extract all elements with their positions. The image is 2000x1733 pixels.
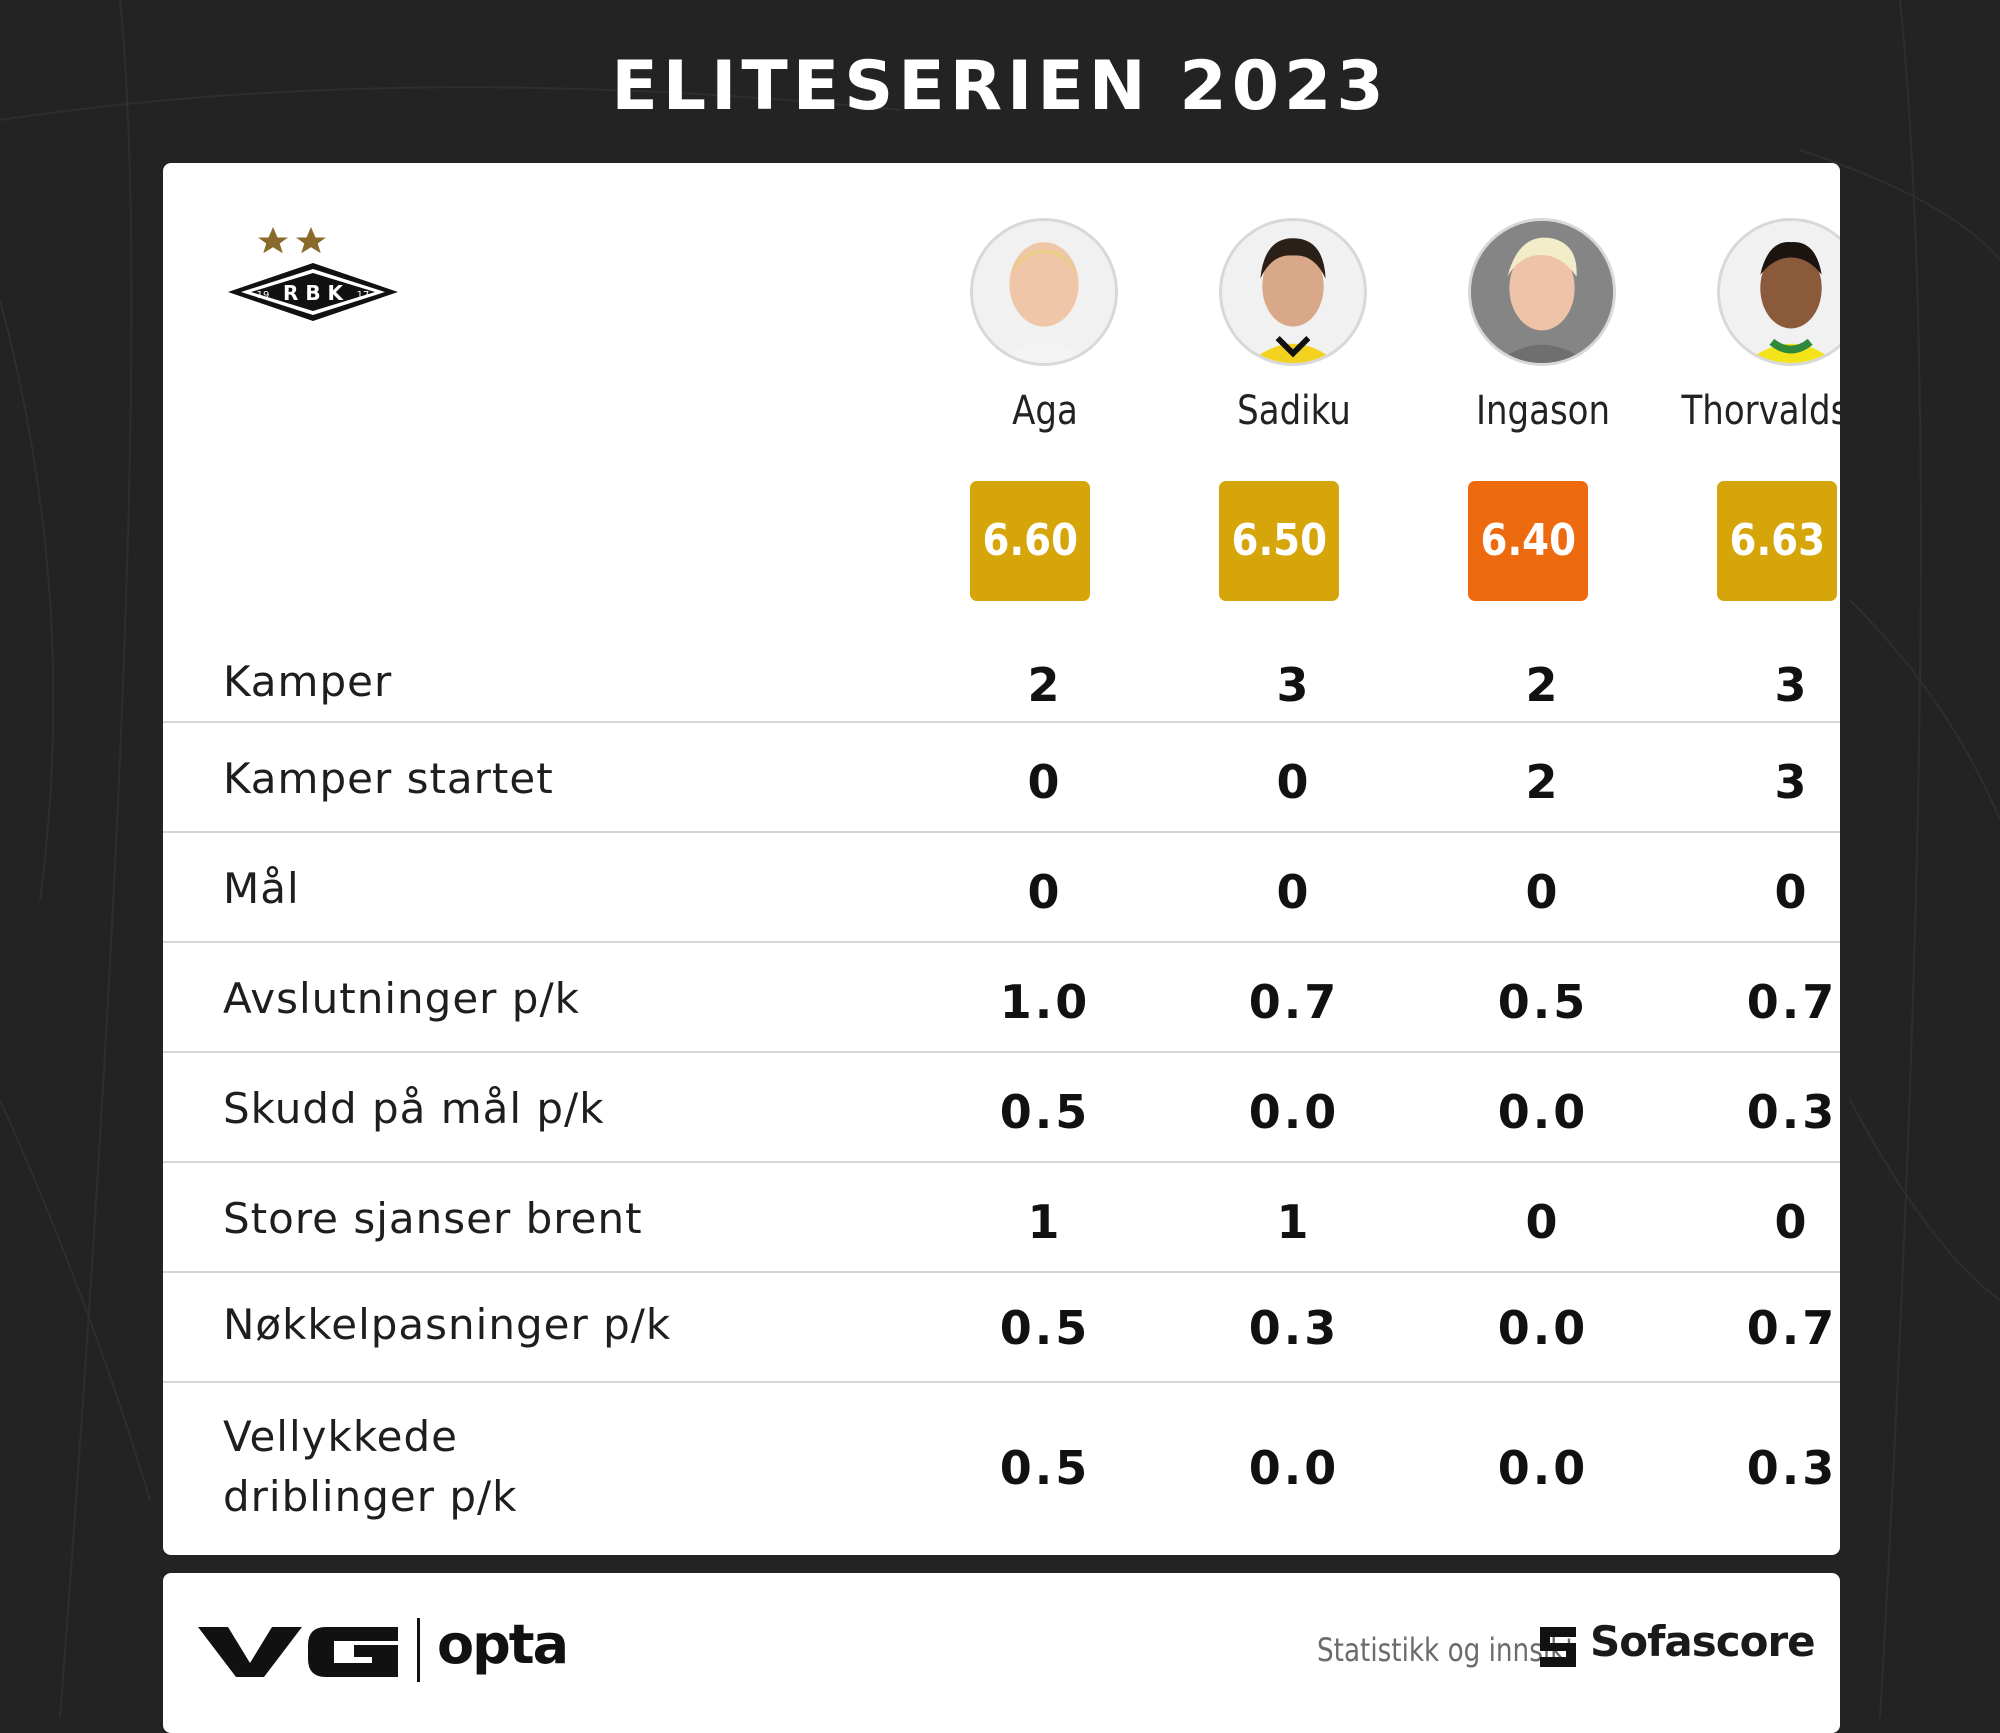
club-logo-text: R B K <box>283 281 345 305</box>
player-name: Sadiku <box>1237 388 1351 434</box>
stat-value-aga: 0 <box>1027 865 1063 919</box>
stat-value-aga: 0 <box>1027 755 1063 809</box>
rating-badge: 6.40 <box>1468 481 1588 601</box>
stat-row-avslutninger: Avslutninger p/k 1.0 0.7 0.5 0.7 <box>163 943 1840 1053</box>
avatar <box>1717 218 1840 366</box>
avatar <box>970 218 1118 366</box>
stat-label: Kamper startet <box>223 754 554 803</box>
statistics-caption: Statistikk og innsikt <box>1317 1631 1576 1669</box>
stat-value-aga: 0.5 <box>999 1301 1091 1355</box>
player-column-ingason[interactable]: Ingason 6.40 <box>1443 218 1643 601</box>
vg-logo-text: VG <box>198 1623 200 1624</box>
stat-value-ingason: 0.0 <box>1497 1301 1589 1355</box>
player-photo <box>973 221 1115 363</box>
player-name: Aga <box>1012 388 1078 434</box>
stat-row-kamper: Kamper 2 3 2 3 <box>163 650 1840 723</box>
sofascore-logo-text: Sofascore <box>1590 1617 1816 1666</box>
club-year-right: 17 <box>357 290 370 301</box>
stat-row-maal: Mål 0 0 0 0 <box>163 833 1840 943</box>
stat-row-kamper-startet: Kamper startet 0 0 2 3 <box>163 723 1840 833</box>
stat-value-sadiku: 0 <box>1276 865 1312 919</box>
rating-badge: 6.63 <box>1717 481 1837 601</box>
player-name: Thorvaldsson <box>1681 388 1841 434</box>
stat-value-ingason: 0.5 <box>1497 975 1589 1029</box>
stat-value-thorvaldsson: 3 <box>1774 755 1810 809</box>
avatar <box>1468 218 1616 366</box>
sofascore-icon <box>1540 1627 1576 1667</box>
stat-value-sadiku: 0.7 <box>1248 975 1340 1029</box>
player-name: Ingason <box>1475 388 1611 434</box>
vg-logo: VG <box>198 1623 398 1677</box>
stat-value-aga: 1.0 <box>999 975 1091 1029</box>
stat-row-store-sjanser: Store sjanser brent 1 1 0 0 <box>163 1163 1840 1273</box>
stat-value-thorvaldsson: 0.3 <box>1746 1441 1838 1495</box>
rating-badge: 6.60 <box>970 481 1090 601</box>
stat-value-aga: 2 <box>1027 658 1063 712</box>
stats-card: R B K 19 17 Aga 6.60 Sadiku 6. <box>163 163 1840 1555</box>
footer-bar: VG opta Statistikk og innsikt Sofascore <box>163 1573 1840 1733</box>
opta-logo: opta <box>437 1613 569 1676</box>
stat-value-sadiku: 0.0 <box>1248 1441 1340 1495</box>
stat-label: Mål <box>223 864 300 913</box>
stat-value-ingason: 0.0 <box>1497 1085 1589 1139</box>
stat-value-thorvaldsson: 0.7 <box>1746 975 1838 1029</box>
stat-value-ingason: 0 <box>1525 865 1561 919</box>
stat-value-ingason: 0 <box>1525 1195 1561 1249</box>
stat-value-thorvaldsson: 0 <box>1774 865 1810 919</box>
stat-value-thorvaldsson: 3 <box>1774 658 1810 712</box>
stat-label-line1: Vellykkede <box>223 1412 458 1461</box>
avatar <box>1219 218 1367 366</box>
player-photo <box>1471 221 1613 363</box>
player-column-aga[interactable]: Aga 6.60 <box>945 218 1145 601</box>
stat-value-aga: 0.5 <box>999 1441 1091 1495</box>
stat-label: Nøkkelpasninger p/k <box>223 1300 672 1349</box>
page-title: ELITESERIEN 2023 <box>611 47 1389 126</box>
rbk-club-logo: R B K 19 17 <box>228 227 398 321</box>
stat-value-sadiku: 0 <box>1276 755 1312 809</box>
stat-label: Avslutninger p/k <box>223 974 580 1023</box>
player-photo <box>1222 221 1364 363</box>
stat-label: Kamper <box>223 657 393 706</box>
stat-value-aga: 1 <box>1027 1195 1063 1249</box>
stat-row-noekkelpasninger: Nøkkelpasninger p/k 0.5 0.3 0.0 0.7 <box>163 1273 1840 1383</box>
stat-value-sadiku: 0.0 <box>1248 1085 1340 1139</box>
stat-label: Store sjanser brent <box>223 1194 643 1243</box>
club-year-left: 19 <box>257 290 270 301</box>
stat-value-thorvaldsson: 0.7 <box>1746 1301 1838 1355</box>
stat-value-sadiku: 0.3 <box>1248 1301 1340 1355</box>
player-column-sadiku[interactable]: Sadiku 6.50 <box>1194 218 1394 601</box>
rating-badge: 6.50 <box>1219 481 1339 601</box>
stat-value-ingason: 2 <box>1525 755 1561 809</box>
stat-value-aga: 0.5 <box>999 1085 1091 1139</box>
stat-value-sadiku: 3 <box>1276 658 1312 712</box>
stat-label: Skudd på mål p/k <box>223 1084 605 1133</box>
stat-value-sadiku: 1 <box>1276 1195 1312 1249</box>
stat-value-ingason: 2 <box>1525 658 1561 712</box>
stat-row-skudd-paa-maal: Skudd på mål p/k 0.5 0.0 0.0 0.3 <box>163 1053 1840 1163</box>
stat-label-line2: driblinger p/k <box>223 1472 518 1521</box>
stat-value-thorvaldsson: 0.3 <box>1746 1085 1838 1139</box>
stat-row-vellykkede-driblinger: Vellykkede driblinger p/k 0.5 0.0 0.0 0.… <box>163 1383 1840 1555</box>
player-column-thorvaldsson[interactable]: Thorvaldsson 6.63 <box>1682 218 1840 601</box>
brand-separator <box>417 1618 420 1682</box>
player-photo <box>1720 221 1840 363</box>
stat-value-ingason: 0.0 <box>1497 1441 1589 1495</box>
stat-value-thorvaldsson: 0 <box>1774 1195 1810 1249</box>
